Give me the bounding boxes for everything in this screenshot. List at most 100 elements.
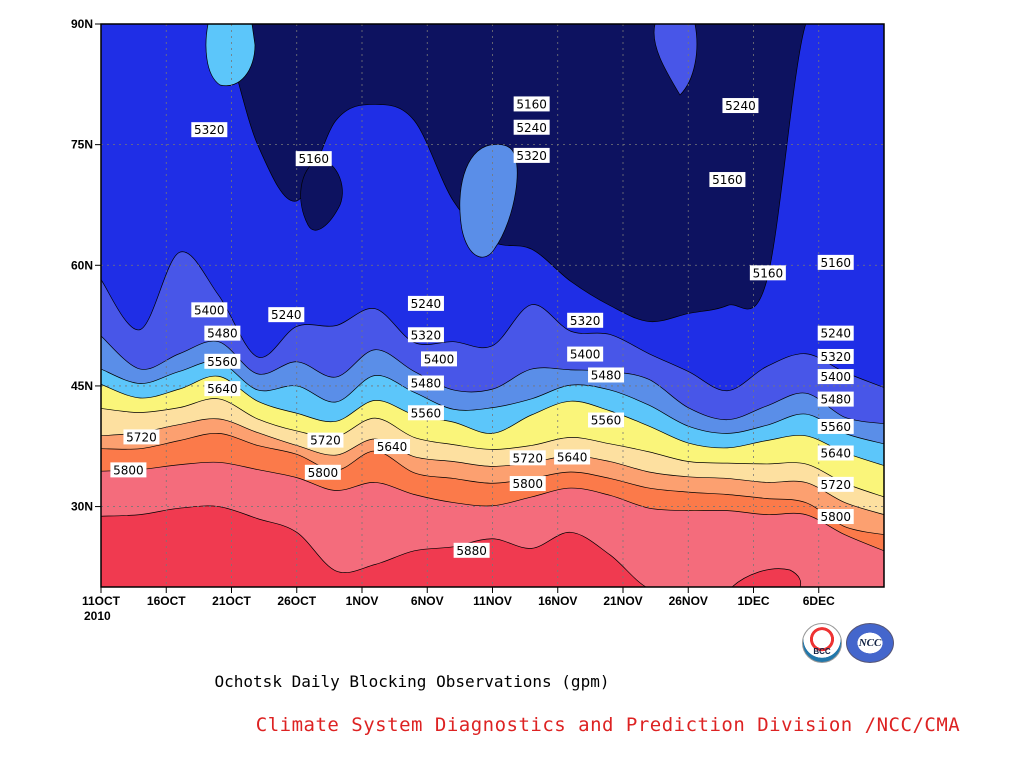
contour-label-text: 5560 [820, 420, 851, 434]
contour-label-box [420, 351, 457, 367]
contour-blobs [205, 24, 802, 587]
contour-label-5480: 5480 [588, 367, 625, 383]
contour-label-5240: 5240 [722, 98, 759, 114]
y-axis-ticks: 30N 45N 60N 75N 90N [71, 17, 101, 514]
contour-labels: 5160 5240 5320 5240 5160 5320 5160 5160 5160 5240… [110, 96, 854, 558]
y-tick-label-45N: 45N [71, 379, 93, 393]
contour-label-box [204, 353, 241, 369]
contour-label-box [567, 346, 604, 362]
contour-label-5160: 5160 [295, 151, 332, 167]
contour-label-box [817, 325, 854, 341]
contour-label-text: 5720 [310, 434, 341, 448]
contour-line-5640 [101, 418, 884, 515]
contour-label-text: 5800 [820, 510, 851, 524]
contour-label-box [374, 439, 411, 455]
contour-label-5320: 5320 [817, 348, 854, 364]
contour-label-5240: 5240 [513, 119, 550, 135]
x-tick-label-11NOV: 11NOV [473, 594, 512, 608]
contour-label-text: 5320 [516, 149, 547, 163]
ncc-logo-text: NCC [858, 637, 882, 649]
contour-label-text: 5640 [207, 382, 238, 396]
contour-label-text: 5480 [411, 377, 442, 391]
contour-label-box [191, 122, 228, 138]
contour-label-5400: 5400 [567, 346, 604, 362]
contour-label-text: 5160 [516, 97, 547, 111]
y-tick-label-90N: 90N [71, 17, 93, 31]
contour-label-box [204, 381, 241, 397]
contour-label-text: 5640 [557, 451, 588, 465]
x-tick-label-26NOV: 26NOV [669, 594, 708, 608]
contour-label-text: 5240 [820, 327, 851, 341]
contour-label-box [509, 450, 546, 466]
contour-label-box [304, 464, 341, 480]
x-tick-label-21OCT: 21OCT [212, 594, 251, 608]
blob-5320-high-mid [459, 144, 518, 258]
contour-label-box [817, 476, 854, 492]
contour-label-5480: 5480 [204, 325, 241, 341]
contour-label-5800: 5800 [110, 462, 147, 478]
contour-label-5640: 5640 [817, 445, 854, 461]
contour-label-box [295, 151, 332, 167]
contour-label-box [817, 391, 854, 407]
contour-label-text: 5320 [570, 314, 601, 328]
contour-band-5880 [101, 505, 647, 587]
contour-label-5320: 5320 [513, 147, 550, 163]
plot-area: 5160 5240 5320 5240 5160 5320 5160 5160 5160 5240… [101, 24, 884, 587]
contour-label-text: 5320 [194, 123, 225, 137]
x-year-label: 2010 [84, 609, 111, 623]
bcc-logo: BCC [802, 623, 842, 663]
contour-label-box [567, 312, 604, 328]
contour-label-5800: 5800 [304, 464, 341, 480]
contour-label-text: 5400 [820, 370, 851, 384]
contour-label-text: 5400 [570, 348, 601, 362]
contour-label-box [407, 405, 444, 421]
contour-label-box [191, 302, 228, 318]
x-tick-label-11OCT: 11OCT [82, 594, 121, 608]
contour-label-box [709, 172, 746, 188]
contour-label-text: 5480 [207, 327, 238, 341]
contour-label-5320: 5320 [567, 312, 604, 328]
blob-5880-south-east [731, 568, 802, 587]
contour-label-text: 5320 [411, 328, 442, 342]
y-tick-label-75N: 75N [71, 138, 93, 152]
contour-label-text: 5800 [113, 463, 144, 477]
blob-5160-low-west [300, 159, 343, 231]
contour-label-box [407, 327, 444, 343]
contour-label-box [110, 462, 147, 478]
contour-label-5480: 5480 [407, 375, 444, 391]
gridlines [101, 24, 884, 587]
contour-label-text: 5800 [308, 466, 339, 480]
contour-label-5160: 5160 [749, 265, 786, 281]
contour-label-5560: 5560 [407, 405, 444, 421]
contour-label-5720: 5720 [307, 432, 344, 448]
contour-label-text: 5240 [725, 99, 756, 113]
contour-label-box [722, 98, 759, 114]
contour-label-text: 5160 [753, 266, 784, 280]
x-tick-label-6NOV: 6NOV [411, 594, 444, 608]
contour-label-5640: 5640 [554, 449, 591, 465]
contour-label-box [817, 254, 854, 270]
contour-line-5720 [101, 433, 884, 536]
x-tick-label-16OCT: 16OCT [147, 594, 186, 608]
contour-label-5720: 5720 [123, 429, 160, 445]
bcc-logo-text: BCC [813, 647, 831, 656]
y-tick-label-60N: 60N [71, 258, 93, 272]
contour-line-5880 [101, 505, 647, 587]
contour-label-text: 5160 [820, 256, 851, 270]
chart-title: Ochotsk Daily Blocking Observations (gpm… [214, 672, 610, 691]
blob-5240-north-east [653, 24, 698, 96]
contour-line-5560 [101, 398, 884, 498]
contour-label-box [588, 367, 625, 383]
contour-label-text: 5800 [512, 477, 543, 491]
contour-label-5720: 5720 [509, 450, 546, 466]
contour-label-5560: 5560 [588, 412, 625, 428]
contour-label-5880: 5880 [453, 542, 490, 558]
contour-label-5720: 5720 [817, 476, 854, 492]
contour-label-5640: 5640 [374, 439, 411, 455]
contour-label-text: 5160 [298, 152, 329, 166]
contour-label-5160: 5160 [513, 96, 550, 112]
contour-label-box [123, 429, 160, 445]
contour-label-text: 5160 [712, 173, 743, 187]
contour-label-5560: 5560 [204, 353, 241, 369]
